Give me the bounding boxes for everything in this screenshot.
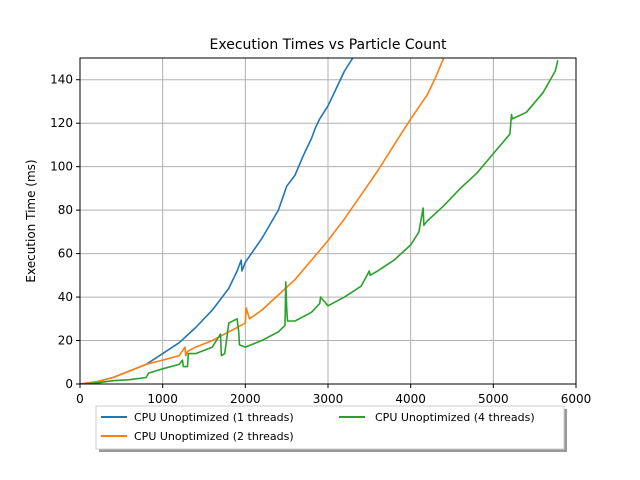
x-tick-label: 2000	[230, 392, 261, 406]
grid	[79, 58, 577, 385]
x-tick-label: 6000	[561, 392, 592, 406]
chart-title: Execution Times vs Particle Count	[210, 37, 447, 53]
x-tick-label: 5000	[478, 392, 509, 406]
series-line-3	[80, 60, 559, 384]
axis-ticks: 0 1000 2000 3000 4000 5000 6000 0 20 40 60 80 100 120…	[50, 73, 591, 406]
y-tick-label: 60	[58, 247, 73, 261]
y-tick-label: 140	[50, 73, 73, 87]
y-tick-label: 100	[50, 160, 73, 174]
y-tick-label: 40	[58, 290, 73, 304]
y-tick-label: 20	[58, 334, 73, 348]
x-tick-label: 1000	[147, 392, 178, 406]
y-axis-label: Execution Time (ms)	[24, 159, 38, 282]
legend-label-1threads: CPU Unoptimized (1 threads)	[134, 411, 294, 424]
x-tick-label: 3000	[313, 392, 344, 406]
x-tick-label: 4000	[395, 392, 426, 406]
legend-box	[95, 405, 565, 450]
y-tick-label: 80	[58, 203, 73, 217]
series-line-2	[80, 58, 445, 384]
x-tick-label: 0	[76, 392, 84, 406]
series-lines	[80, 58, 559, 384]
legend: CPU Unoptimized (1 threads) CPU Unoptimi…	[95, 405, 567, 452]
legend-label-4threads: CPU Unoptimized (4 threads)	[375, 411, 535, 424]
y-tick-label: 0	[65, 377, 73, 391]
y-tick-label: 120	[50, 116, 73, 130]
series-line-1	[80, 58, 354, 384]
legend-label-2threads: CPU Unoptimized (2 threads)	[134, 430, 294, 443]
